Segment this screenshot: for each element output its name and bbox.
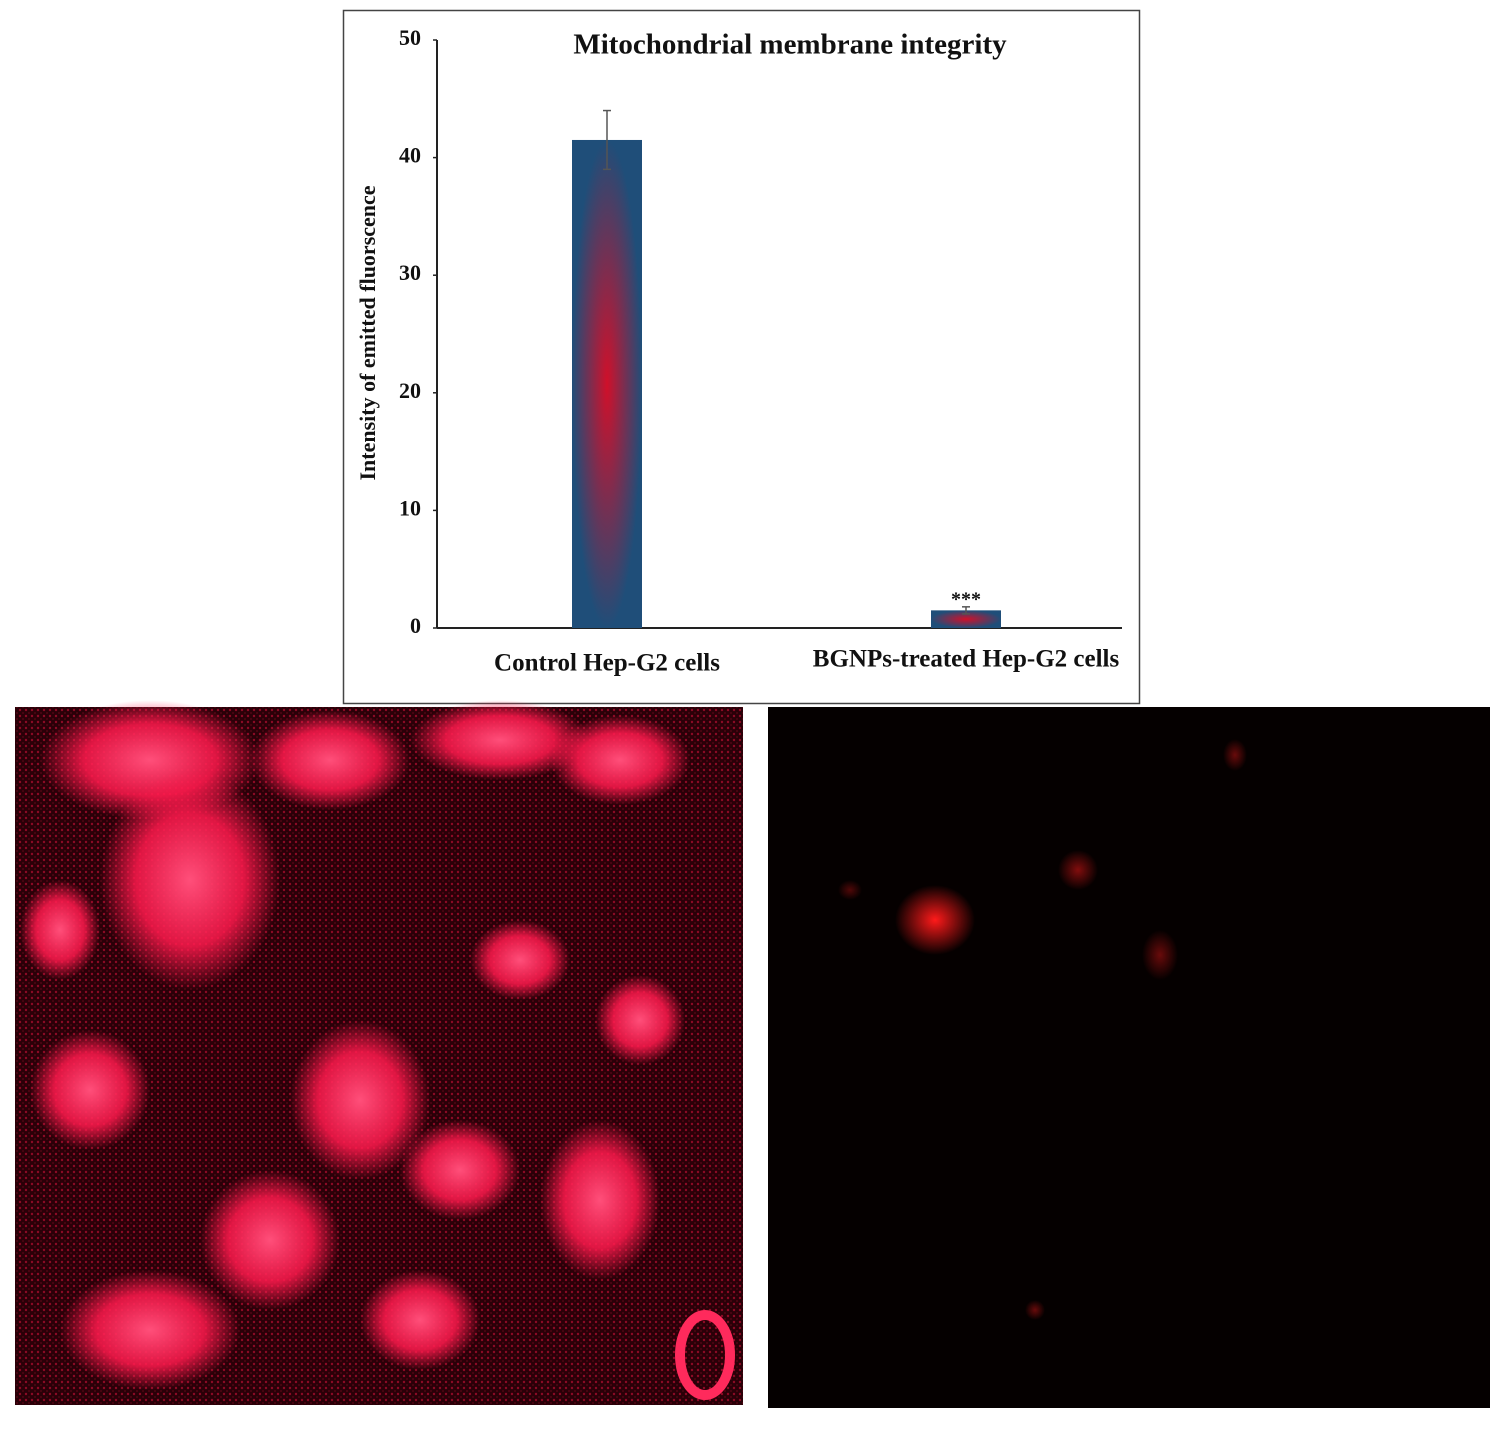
bar <box>572 139 642 628</box>
plot: 0 10 20 30 40 50 Control Hep-G2 cells BGNPs-tre… <box>399 25 1122 677</box>
x-tick-label: Control Hep-G2 cells <box>494 650 720 677</box>
x-tick-label: BGNPs-treated Hep-G2 cells <box>813 646 1120 673</box>
y-tick-label: 50 <box>399 25 421 50</box>
bar <box>931 610 1001 628</box>
chart-frame <box>342 9 1141 705</box>
y-tick-label: 0 <box>410 613 421 638</box>
significance-label: *** <box>951 588 981 610</box>
y-tick-label: 20 <box>399 378 421 403</box>
micrograph-control <box>15 700 743 1405</box>
y-tick-label: 10 <box>399 495 421 520</box>
chart-title: Mitochondrial membrane integrity <box>573 29 1007 61</box>
micrograph-treated <box>768 707 1490 1408</box>
y-axis-label: Intensity of emitted fluorscence <box>355 185 380 480</box>
y-tick-label: 40 <box>399 143 421 168</box>
y-tick-label: 30 <box>399 260 421 285</box>
